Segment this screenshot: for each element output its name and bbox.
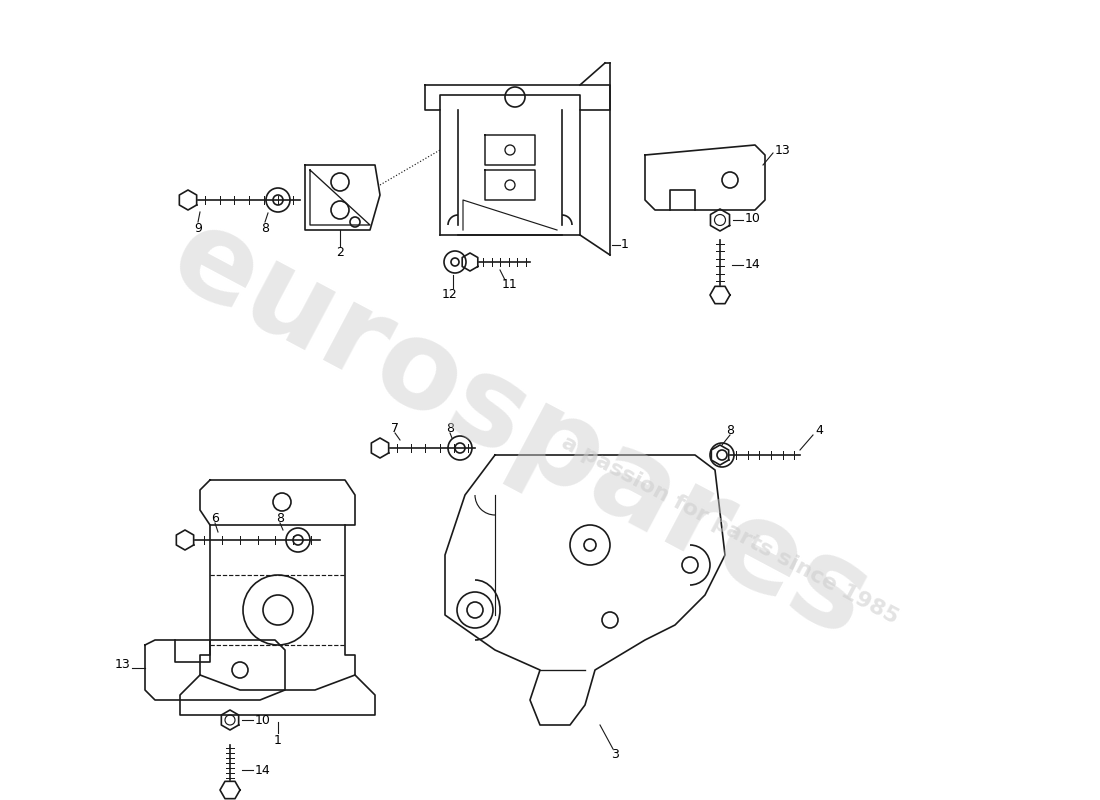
Text: 9: 9 [194, 222, 202, 234]
Text: 11: 11 [502, 278, 518, 291]
Text: 13: 13 [114, 658, 130, 671]
Text: 8: 8 [261, 222, 270, 234]
Text: 4: 4 [815, 423, 823, 437]
Text: 6: 6 [211, 511, 219, 525]
Text: a passion for parts since 1985: a passion for parts since 1985 [558, 432, 902, 628]
Text: 3: 3 [612, 749, 619, 762]
Text: 14: 14 [745, 258, 761, 271]
Text: 1: 1 [274, 734, 282, 746]
Text: 10: 10 [745, 211, 761, 225]
Text: 2: 2 [337, 246, 344, 258]
Text: 10: 10 [255, 714, 271, 726]
Text: 14: 14 [255, 763, 271, 777]
Text: 8: 8 [726, 423, 734, 437]
Text: 8: 8 [276, 511, 284, 525]
Text: 7: 7 [390, 422, 399, 434]
Text: 12: 12 [442, 289, 458, 302]
Text: 8: 8 [446, 422, 454, 434]
Text: 13: 13 [776, 143, 791, 157]
Text: 1: 1 [621, 238, 629, 251]
Text: eurospares: eurospares [152, 197, 889, 663]
